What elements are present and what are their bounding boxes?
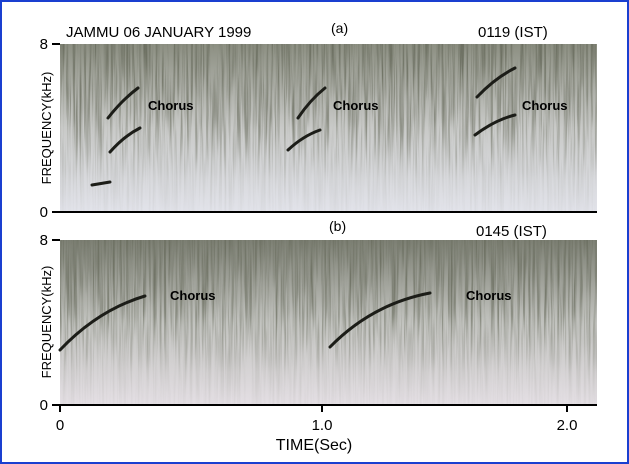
spectrogram-a xyxy=(60,44,597,213)
panel-time: 0145 (IST) xyxy=(476,223,547,240)
y-tick-label: 0 xyxy=(40,204,48,221)
annotation: Chorus xyxy=(148,98,194,113)
x-tick-label: 1.0 xyxy=(312,417,333,434)
annotation: Chorus xyxy=(333,98,379,113)
y-tick-label: 0 xyxy=(40,397,48,414)
panel-time: 0119 (IST) xyxy=(478,24,548,41)
panel-label: (b) xyxy=(329,218,346,234)
annotation: Chorus xyxy=(522,98,568,113)
y-axis-label: FREQUENCY(kHz) xyxy=(39,266,54,379)
y-tick-label: 8 xyxy=(40,36,48,53)
x-axis-label: TIME(Sec) xyxy=(276,437,352,454)
x-tick-label: 2.0 xyxy=(557,417,578,434)
axes xyxy=(52,43,568,412)
y-tick-label: 8 xyxy=(40,232,48,249)
annotation: Chorus xyxy=(170,288,216,303)
annotation: Chorus xyxy=(466,288,512,303)
spectrogram-b xyxy=(58,240,597,406)
y-axis-label: FREQUENCY(kHz) xyxy=(39,72,54,185)
x-tick-label: 0 xyxy=(56,417,64,434)
panel-label: (a) xyxy=(331,20,348,36)
title: JAMMU 06 JANUARY 1999 xyxy=(66,24,251,41)
